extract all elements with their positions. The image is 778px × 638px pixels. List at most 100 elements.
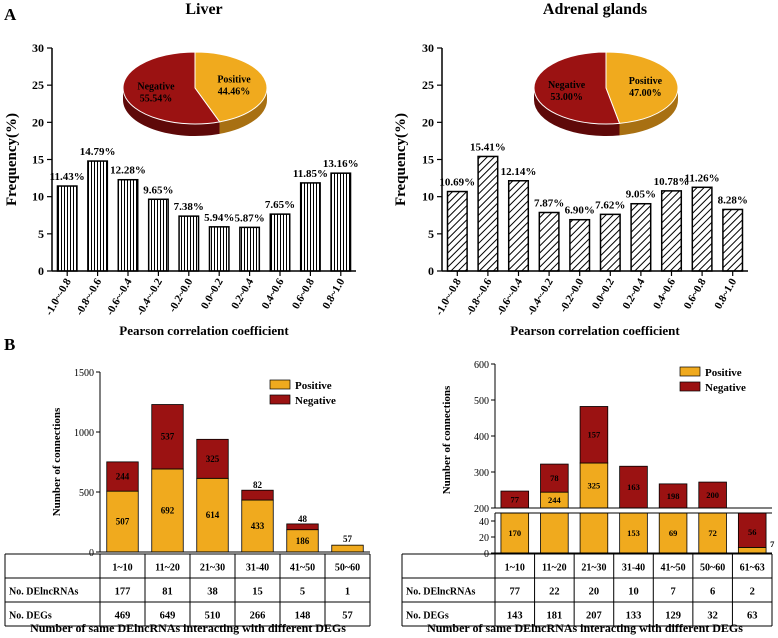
y-tick-label: 20 <box>422 115 434 129</box>
x-tick-label: 0.0~0.2 <box>199 276 226 311</box>
table-cell: 5 <box>300 586 305 597</box>
table-category: 50~60 <box>335 562 360 573</box>
bar-positive-lower <box>737 547 767 554</box>
x-tick-label: 0.2~0.4 <box>229 276 256 311</box>
table-cell: 143 <box>507 610 523 621</box>
bar-negative <box>286 523 319 531</box>
x-axis-label: Pearson correlation coefficient <box>510 323 680 338</box>
table-cell: 22 <box>549 586 560 597</box>
bar-label-positive: 614 <box>206 510 220 520</box>
bar-label-positive: 7 <box>770 539 775 549</box>
data-label: 10.78% <box>654 176 690 188</box>
pie-value-negative: 53.00% <box>550 92 583 103</box>
bar <box>239 226 261 272</box>
data-label: 9.65% <box>143 184 173 196</box>
bar <box>299 182 321 272</box>
x-tick-label: -0.4~-0.2 <box>134 276 165 318</box>
legend-swatch <box>269 394 291 405</box>
table-category: 41~50 <box>290 562 315 573</box>
table-category: 11~20 <box>155 562 180 573</box>
panel-label-a: A <box>4 5 17 24</box>
data-label: 13.16% <box>323 158 359 170</box>
panel-label-b: B <box>4 335 15 354</box>
y-axis-label: Frequency(%) <box>393 113 409 206</box>
legend-label: Negative <box>705 382 746 394</box>
table-cell: 181 <box>546 610 562 621</box>
table-row-label: No. DEGs <box>406 610 449 621</box>
table-category: 50~60 <box>700 562 725 573</box>
pie-slice-positive <box>194 51 268 123</box>
bar-positive <box>196 477 229 553</box>
bar-positive-lower <box>579 512 609 554</box>
bar-label-negative: 325 <box>206 454 220 464</box>
y-axis-label: Number of connections <box>51 407 63 516</box>
bar-negative <box>241 489 274 501</box>
y-axis-label: Number of connections <box>441 385 453 494</box>
bar-label-positive: 692 <box>161 505 175 515</box>
x-axis-label: Pearson correlation coefficient <box>119 323 289 338</box>
y-tick-label: 30 <box>422 41 434 55</box>
table-cell: 57 <box>342 610 353 621</box>
bar <box>446 190 468 272</box>
y-tick-label: 15 <box>32 153 44 167</box>
bar <box>87 160 109 272</box>
adrenal-frequency-chart: Adrenal glands 0 5 10 15 20 25 30 10.69% -1.0~-0.… <box>393 1 748 338</box>
pie-side <box>219 88 267 134</box>
x-tick-label: 0.8~1.0 <box>712 276 739 311</box>
table-category: 1~10 <box>505 562 525 573</box>
y-tick-label: 1500 <box>74 368 94 379</box>
table-cell: 177 <box>115 586 131 597</box>
data-label: 8.28% <box>718 194 748 206</box>
data-label: 9.05% <box>626 189 656 201</box>
y-tick-label: 30 <box>32 41 44 55</box>
bar <box>599 213 621 272</box>
bar-label-negative: 198 <box>667 491 680 501</box>
pie-value-positive: 47.00% <box>629 88 662 99</box>
bar-label-positive: 72 <box>708 528 717 538</box>
table-row-label: No. DEGs <box>9 610 52 621</box>
table-cell: 77 <box>510 586 521 597</box>
table-cell: 38 <box>207 586 218 597</box>
y-tick-label: 25 <box>32 78 44 92</box>
pie-slice-negative <box>122 51 221 125</box>
x-tick-label: 0.6~0.8 <box>682 276 709 311</box>
table-cell: 469 <box>115 610 131 621</box>
legend-swatch <box>679 381 701 392</box>
bar <box>208 226 230 272</box>
bar <box>722 208 744 272</box>
bar-label-positive: 507 <box>116 517 130 527</box>
data-label: 6.90% <box>565 205 595 217</box>
bar-negative-upper <box>579 406 609 464</box>
bar <box>477 155 499 272</box>
table-row-label: No. DElncRNAs <box>9 586 79 597</box>
pie-slice-positive <box>605 51 679 124</box>
table-cell: 10 <box>628 586 639 597</box>
table-cell: 129 <box>665 610 681 621</box>
bar <box>330 172 352 272</box>
legend-label: Positive <box>295 380 332 392</box>
data-label: 5.87% <box>234 212 264 224</box>
bar-label-positive: 170 <box>508 528 521 538</box>
pie-value-negative: 55.54% <box>140 93 173 104</box>
data-label: 12.28% <box>110 165 146 177</box>
table-cell: 148 <box>295 610 311 621</box>
data-label: 7.65% <box>265 199 295 211</box>
x-tick-label: -0.2~0.0 <box>557 276 586 314</box>
x-tick-label: 0.4~0.6 <box>651 276 678 311</box>
chart-title: Liver <box>185 1 222 18</box>
table-cell: 207 <box>586 610 602 621</box>
bar-label-positive: 57 <box>343 534 353 544</box>
y-tick-label: 600 <box>474 360 489 371</box>
x-tick-label: 0.0~0.2 <box>590 276 617 311</box>
bar-negative-upper <box>540 463 569 493</box>
chart-title: Adrenal glands <box>543 1 647 18</box>
table-cell: 2 <box>750 586 755 597</box>
data-label: 11.26% <box>685 172 720 184</box>
bar-positive <box>241 499 274 553</box>
y-tick-label: 200 <box>474 504 489 515</box>
bar <box>269 213 291 272</box>
bar-label-positive: 153 <box>627 528 640 538</box>
y-tick-label: 25 <box>422 78 434 92</box>
y-tick-label: 10 <box>422 190 434 204</box>
